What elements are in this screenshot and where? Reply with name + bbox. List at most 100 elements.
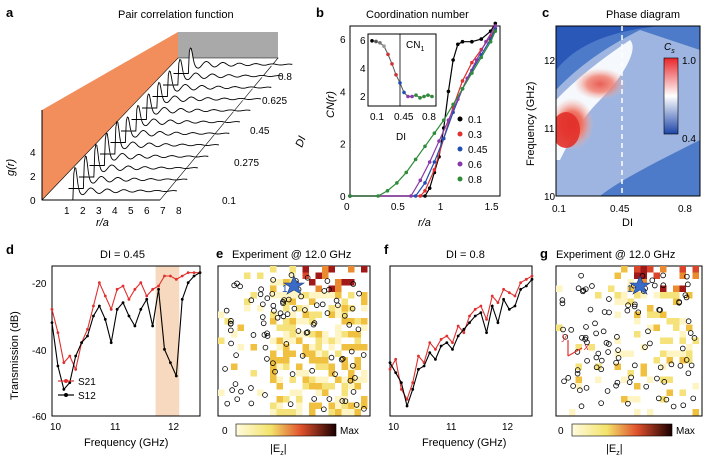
transmission-point <box>192 271 196 275</box>
b-xtick: 0.5 <box>391 202 405 213</box>
field-cell <box>302 370 309 377</box>
transmission-point <box>388 367 392 371</box>
scatterer <box>350 389 357 395</box>
scatterer <box>687 330 694 336</box>
field-cell <box>276 376 283 383</box>
scatterer <box>264 333 271 339</box>
field-cell <box>296 318 303 325</box>
inset-point <box>378 41 382 45</box>
transmission-point <box>139 307 143 311</box>
scatterer <box>304 274 311 281</box>
field-cell <box>302 272 309 279</box>
field-cell <box>309 350 316 357</box>
scatterer <box>233 352 239 358</box>
field-cell <box>348 292 355 299</box>
scatterer <box>655 395 662 402</box>
transmission-point <box>473 314 477 318</box>
field-cell <box>647 266 654 273</box>
transmission-point <box>530 274 534 278</box>
inset-point <box>370 38 374 43</box>
transmission-point <box>399 387 403 391</box>
field-cell <box>588 344 595 351</box>
scatterer <box>223 307 230 314</box>
pcf-curve <box>58 166 177 201</box>
scatterer <box>352 375 358 381</box>
field-cell <box>341 402 348 409</box>
b-point <box>418 194 423 198</box>
d-ytick: -40 <box>32 346 47 357</box>
scatterer <box>562 334 569 340</box>
field-cell <box>575 376 582 383</box>
d-xtick: 11 <box>110 422 121 433</box>
scatterer <box>355 326 362 333</box>
field-cell <box>673 318 680 325</box>
f-frame <box>389 265 533 417</box>
field-cell <box>328 285 335 292</box>
transmission-point <box>163 347 166 351</box>
scatterer <box>598 366 604 373</box>
field-cell <box>634 292 641 299</box>
field-cell <box>315 376 322 383</box>
scatterer <box>260 320 267 327</box>
d-xtick: 12 <box>168 422 180 433</box>
field-cell <box>627 350 634 357</box>
field-cell <box>595 292 602 299</box>
scatterer <box>574 370 581 377</box>
scatterer <box>661 379 668 385</box>
scatterer <box>353 402 360 408</box>
field-cell <box>302 292 309 299</box>
scatterer <box>688 362 695 369</box>
field-cell <box>653 292 660 299</box>
b-inset-frame <box>367 33 437 107</box>
inset-point <box>402 90 406 95</box>
field-cell <box>335 402 342 409</box>
b-point <box>446 89 451 94</box>
a-ztick: 0.275 <box>234 158 259 169</box>
scatterer <box>615 347 621 353</box>
field-cell <box>244 305 251 312</box>
scatterer <box>284 311 291 317</box>
transmission-point <box>468 314 471 318</box>
field-cell <box>647 311 654 318</box>
field-cell <box>666 337 673 344</box>
field-cell <box>686 350 693 357</box>
field-cell <box>309 298 316 305</box>
transmission-point <box>121 284 125 288</box>
field-cell <box>270 318 277 325</box>
field-cell <box>660 311 667 318</box>
legend-label: 0.8 <box>468 175 482 186</box>
a-ytick: 0 <box>30 196 36 207</box>
transmission-point <box>62 361 66 365</box>
field-cell <box>289 331 296 338</box>
scatterer <box>625 400 631 407</box>
b-point <box>348 194 352 198</box>
d-ytick: -60 <box>32 412 47 423</box>
scatterer <box>583 385 590 391</box>
scatterer <box>229 387 235 393</box>
field-cell <box>341 383 348 390</box>
field-cell <box>556 324 563 331</box>
pcf-curve <box>68 155 188 189</box>
a-xtick: 5 <box>128 206 134 217</box>
b-point <box>446 118 451 122</box>
field-cell <box>595 376 602 383</box>
g-axis-x-label: x <box>583 342 590 353</box>
field-cell <box>322 363 329 370</box>
field-cell <box>309 344 316 351</box>
field-cell <box>621 292 628 299</box>
scatterer <box>691 335 698 341</box>
field-cell <box>302 350 309 357</box>
inset-series <box>370 38 434 100</box>
transmission-point <box>439 344 443 348</box>
field-cell <box>348 318 355 325</box>
b-point <box>470 39 474 44</box>
field-cell <box>309 376 316 383</box>
transmission-point <box>151 287 155 291</box>
e-colorbar <box>235 423 337 437</box>
scatterer <box>593 354 600 361</box>
scatterer <box>342 398 349 404</box>
scatterer <box>270 302 277 309</box>
field-cell <box>348 331 355 338</box>
transmission-point <box>513 304 517 308</box>
